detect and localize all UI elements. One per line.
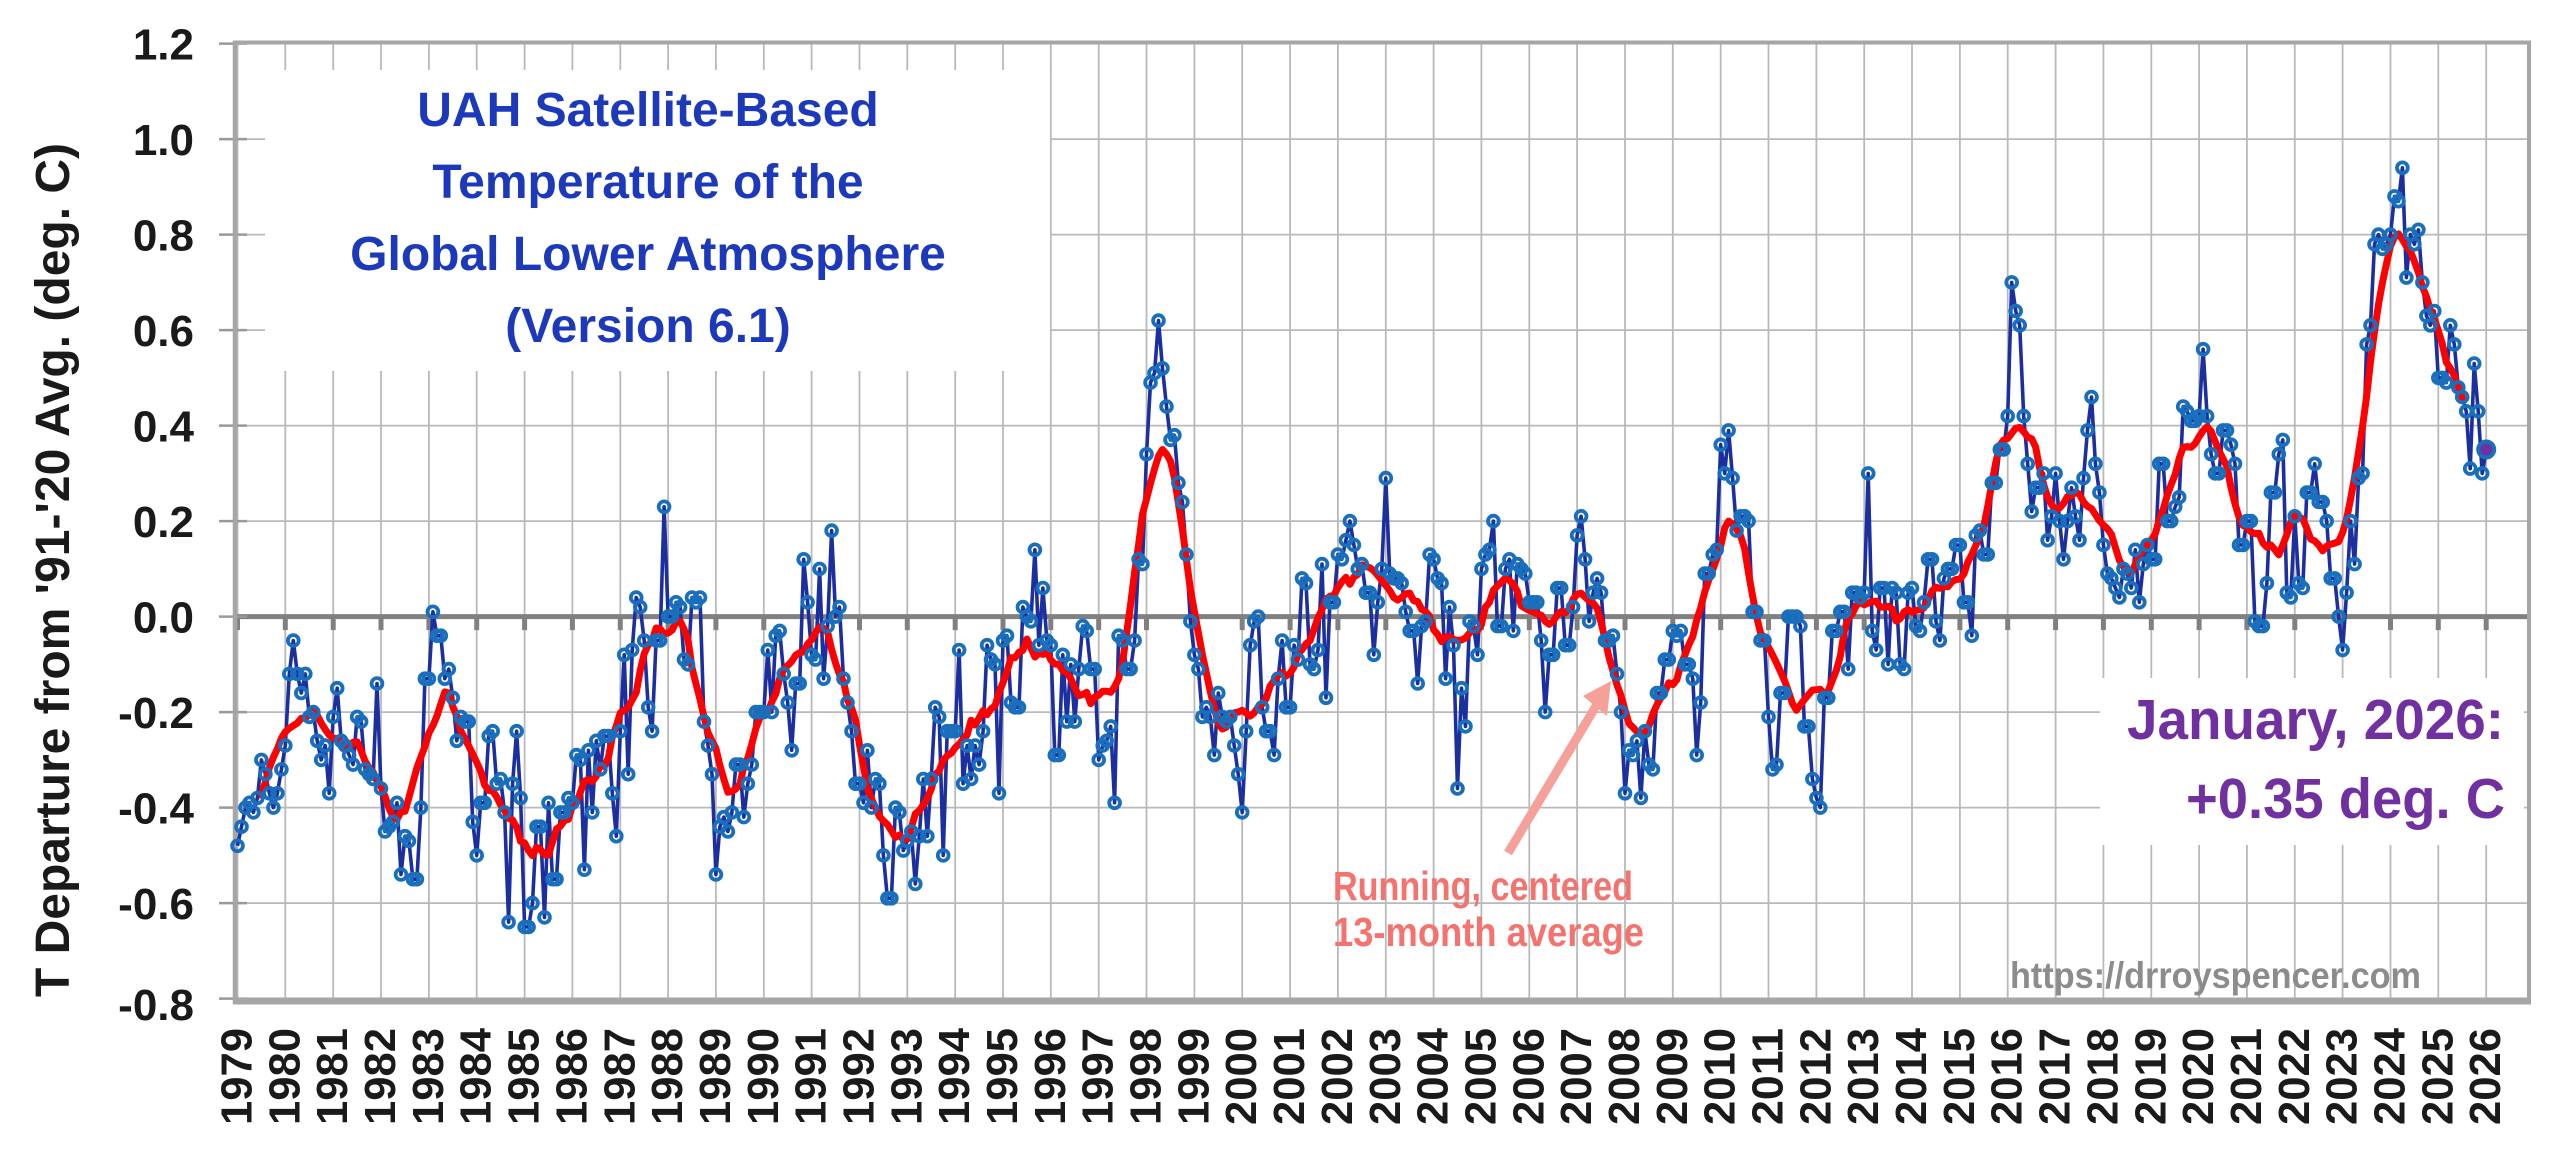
svg-text:T Departure from '91-'20 Avg.: T Departure from '91-'20 Avg. (deg. C) bbox=[27, 143, 80, 997]
svg-text:2021: 2021 bbox=[2222, 1028, 2271, 1125]
svg-text:2023: 2023 bbox=[2318, 1028, 2367, 1125]
svg-text:2019: 2019 bbox=[2126, 1028, 2175, 1125]
svg-text:2002: 2002 bbox=[1313, 1028, 1362, 1125]
svg-text:1983: 1983 bbox=[404, 1028, 453, 1125]
svg-text:-0.4: -0.4 bbox=[118, 785, 194, 834]
svg-text:2003: 2003 bbox=[1361, 1028, 1410, 1125]
svg-text:1993: 1993 bbox=[882, 1028, 931, 1125]
svg-text:0.2: 0.2 bbox=[133, 498, 194, 547]
svg-text:2026: 2026 bbox=[2461, 1028, 2510, 1125]
svg-text:2008: 2008 bbox=[1600, 1028, 1649, 1125]
svg-text:1982: 1982 bbox=[356, 1028, 405, 1125]
svg-text:1989: 1989 bbox=[691, 1028, 740, 1125]
svg-text:January, 2026:: January, 2026: bbox=[2127, 688, 2504, 752]
svg-text:2024: 2024 bbox=[2366, 1027, 2415, 1125]
svg-text:1.2: 1.2 bbox=[133, 21, 194, 70]
svg-text:2009: 2009 bbox=[1648, 1028, 1697, 1125]
svg-text:0.8: 0.8 bbox=[133, 212, 194, 261]
svg-text:1980: 1980 bbox=[260, 1028, 309, 1125]
svg-text:-0.8: -0.8 bbox=[118, 981, 194, 1030]
svg-text:2013: 2013 bbox=[1839, 1028, 1888, 1125]
svg-text:(Version 6.1): (Version 6.1) bbox=[505, 300, 790, 353]
svg-text:2011: 2011 bbox=[1744, 1028, 1793, 1125]
svg-text:2015: 2015 bbox=[1935, 1028, 1984, 1125]
svg-text:1985: 1985 bbox=[500, 1028, 549, 1125]
svg-text:1981: 1981 bbox=[308, 1028, 357, 1125]
svg-text:2025: 2025 bbox=[2413, 1028, 2462, 1125]
svg-text:1995: 1995 bbox=[978, 1028, 1027, 1125]
svg-text:2000: 2000 bbox=[1217, 1028, 1266, 1125]
svg-text:1999: 1999 bbox=[1169, 1028, 1218, 1125]
svg-text:1996: 1996 bbox=[1026, 1028, 1075, 1125]
svg-text:2016: 2016 bbox=[1983, 1028, 2032, 1125]
svg-text:UAH Satellite-Based: UAH Satellite-Based bbox=[417, 84, 878, 137]
svg-text:Running, centered: Running, centered bbox=[1333, 863, 1633, 909]
svg-text:-0.6: -0.6 bbox=[118, 880, 194, 929]
svg-text:1991: 1991 bbox=[787, 1028, 836, 1125]
svg-text:0.6: 0.6 bbox=[133, 307, 194, 356]
svg-text:2022: 2022 bbox=[2270, 1028, 2319, 1125]
svg-text:2007: 2007 bbox=[1552, 1028, 1601, 1125]
svg-text:1998: 1998 bbox=[1122, 1028, 1171, 1125]
svg-text:13-month average: 13-month average bbox=[1333, 909, 1644, 955]
svg-text:1997: 1997 bbox=[1074, 1028, 1123, 1125]
svg-text:2004: 2004 bbox=[1409, 1027, 1458, 1125]
svg-text:1990: 1990 bbox=[739, 1028, 788, 1125]
svg-text:2020: 2020 bbox=[2174, 1028, 2223, 1125]
svg-text:1986: 1986 bbox=[547, 1028, 596, 1125]
svg-text:1992: 1992 bbox=[835, 1028, 884, 1125]
svg-text:2014: 2014 bbox=[1887, 1027, 1936, 1125]
svg-text:+0.35 deg. C: +0.35 deg. C bbox=[2186, 767, 2505, 831]
svg-text:1984: 1984 bbox=[452, 1027, 501, 1125]
svg-text:1988: 1988 bbox=[643, 1028, 692, 1125]
svg-text:2018: 2018 bbox=[2078, 1028, 2127, 1125]
svg-text:Global Lower Atmosphere: Global Lower Atmosphere bbox=[350, 228, 946, 281]
svg-text:2006: 2006 bbox=[1504, 1028, 1553, 1125]
svg-text:2010: 2010 bbox=[1696, 1028, 1745, 1125]
svg-text:2017: 2017 bbox=[2031, 1028, 2080, 1125]
svg-text:2001: 2001 bbox=[1265, 1028, 1314, 1125]
svg-text:0.4: 0.4 bbox=[133, 403, 195, 452]
svg-text:2005: 2005 bbox=[1456, 1028, 1505, 1125]
svg-text:-0.2: -0.2 bbox=[118, 689, 194, 738]
svg-text:1987: 1987 bbox=[595, 1028, 644, 1125]
svg-text:1979: 1979 bbox=[213, 1028, 262, 1125]
svg-text:1.0: 1.0 bbox=[133, 116, 194, 165]
svg-text:Temperature of the: Temperature of the bbox=[432, 156, 863, 209]
svg-text:2012: 2012 bbox=[1791, 1028, 1840, 1125]
svg-text:0.0: 0.0 bbox=[133, 594, 194, 643]
svg-text:1994: 1994 bbox=[930, 1027, 979, 1125]
svg-text:https://drroyspencer.com: https://drroyspencer.com bbox=[2010, 955, 2421, 996]
